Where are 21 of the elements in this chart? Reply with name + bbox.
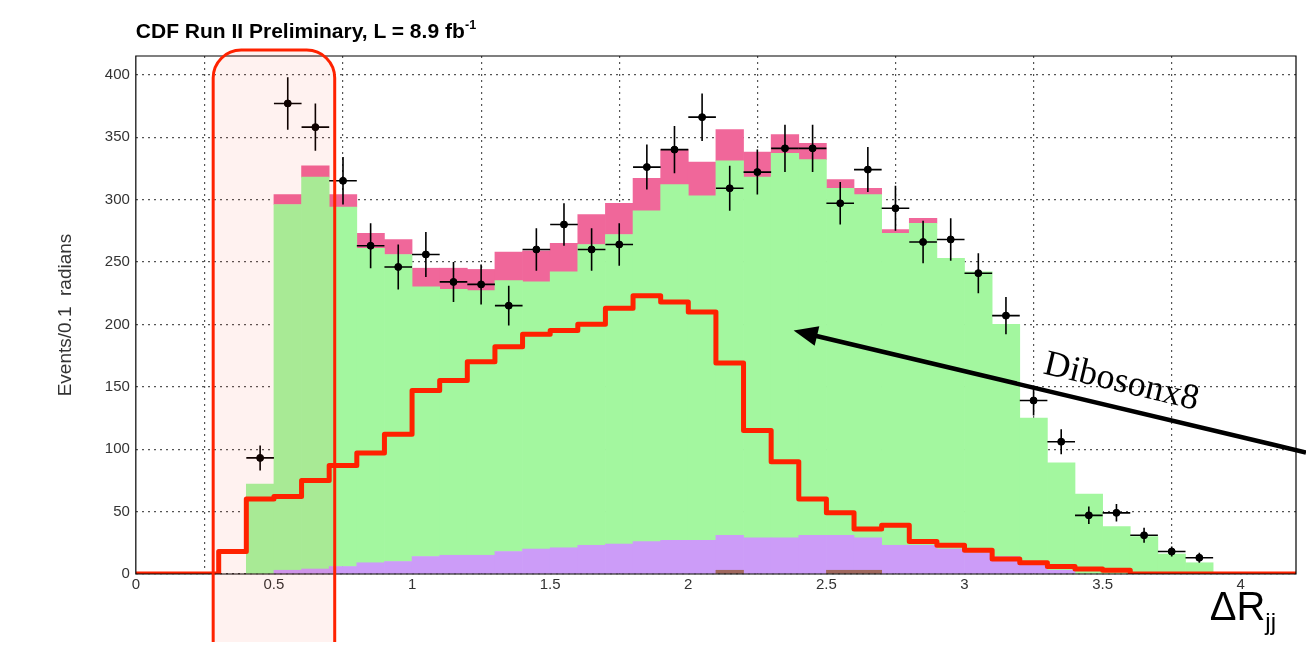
x-tick-label: 4 bbox=[1236, 575, 1245, 593]
y-tick-label: 50 bbox=[113, 501, 130, 519]
y-tick-label: 150 bbox=[104, 376, 130, 394]
y-tick-label: 250 bbox=[104, 252, 130, 270]
x-tick-label: 2 bbox=[684, 575, 693, 593]
y-tick-label: 100 bbox=[104, 439, 130, 457]
y-tick-label: 400 bbox=[104, 64, 130, 82]
y-axis-title: Events/0.1 radians bbox=[53, 233, 75, 397]
x-tick-label: 3.5 bbox=[1092, 575, 1114, 593]
y-tick-label: 200 bbox=[104, 314, 130, 332]
x-tick-label: 3 bbox=[960, 575, 969, 593]
x-tick-label: 1 bbox=[407, 575, 417, 593]
annotation: Dibosonx8 bbox=[1040, 342, 1204, 418]
x-tick-label: 2.5 bbox=[815, 575, 837, 593]
y-tick-label: 0 bbox=[121, 564, 130, 582]
y-tick-label: 300 bbox=[104, 189, 130, 207]
y-tick-label: 350 bbox=[104, 127, 130, 145]
bar bbox=[301, 165, 330, 178]
bar bbox=[273, 194, 302, 205]
x-tick-label: 0.5 bbox=[263, 575, 285, 593]
x-tick-label: 1.5 bbox=[539, 575, 561, 593]
